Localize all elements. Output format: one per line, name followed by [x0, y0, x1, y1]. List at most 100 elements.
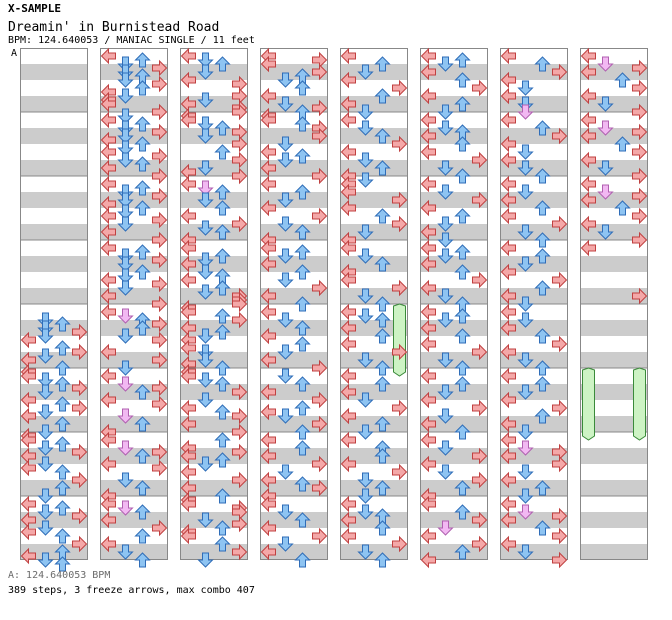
beat-stripe	[260, 384, 328, 400]
up-arrow	[294, 224, 311, 240]
down-arrow	[37, 348, 54, 364]
left-arrow	[100, 511, 116, 529]
down-arrow	[117, 268, 134, 284]
left-arrow	[340, 367, 356, 385]
down-arrow	[277, 344, 294, 360]
beat-stripe	[260, 448, 328, 464]
beat-stripe	[420, 384, 488, 400]
beat-stripe	[420, 96, 488, 112]
left-arrow	[180, 367, 196, 385]
up-arrow	[294, 376, 311, 392]
beat-stripe	[340, 480, 408, 496]
beat-stripe	[500, 128, 568, 144]
beat-stripe	[340, 192, 408, 208]
beat-stripe	[580, 96, 648, 112]
right-arrow	[72, 379, 88, 397]
right-arrow	[552, 127, 568, 145]
freeze-arrow	[582, 367, 595, 441]
left-arrow	[500, 87, 516, 105]
left-arrow	[20, 459, 36, 477]
beat-stripe	[180, 160, 248, 176]
left-arrow	[20, 331, 36, 349]
right-arrow	[152, 275, 168, 293]
beat-stripe	[580, 448, 648, 464]
column-border	[20, 48, 88, 560]
beat-stripe	[20, 288, 88, 304]
down-arrow	[437, 464, 454, 480]
beat-stripe	[20, 160, 88, 176]
down-arrow	[357, 172, 374, 188]
beat-stripe	[20, 352, 88, 368]
right-arrow	[312, 455, 328, 473]
left-arrow	[260, 287, 276, 305]
left-arrow	[20, 523, 36, 541]
left-arrow	[580, 215, 596, 233]
down-arrow	[517, 424, 534, 440]
up-arrow	[294, 116, 311, 132]
beat-stripe	[500, 320, 568, 336]
left-arrow	[500, 495, 516, 513]
left-arrow	[100, 175, 116, 193]
up-arrow	[294, 440, 311, 456]
beat-stripe	[180, 480, 248, 496]
left-arrow	[260, 403, 276, 421]
left-arrow	[180, 447, 196, 465]
down-arrow	[117, 72, 134, 88]
down-arrow	[197, 192, 214, 208]
up-arrow	[534, 232, 551, 248]
down-arrow	[197, 180, 214, 196]
beat-stripe	[20, 64, 88, 80]
beat-stripe	[340, 320, 408, 336]
beat-stripe	[500, 544, 568, 560]
beat-stripe	[580, 64, 648, 80]
up-arrow	[294, 552, 311, 568]
down-arrow	[357, 288, 374, 304]
down-arrow	[117, 256, 134, 272]
freeze-arrow	[393, 303, 406, 377]
freeze-arrow	[633, 367, 646, 441]
beat-stripe	[340, 544, 408, 560]
up-arrow	[294, 244, 311, 260]
down-arrow	[37, 456, 54, 472]
left-arrow	[500, 303, 516, 321]
beat-stripe	[260, 160, 328, 176]
down-arrow	[117, 108, 134, 124]
right-arrow	[72, 399, 88, 417]
up-arrow	[134, 200, 151, 216]
up-arrow	[214, 120, 231, 136]
beat-stripe	[100, 96, 168, 112]
left-arrow	[100, 143, 116, 161]
right-arrow	[312, 167, 328, 185]
left-arrow	[420, 239, 436, 257]
down-arrow	[517, 224, 534, 240]
down-arrow	[597, 224, 614, 240]
beat-stripe	[420, 512, 488, 528]
down-arrow	[517, 104, 534, 120]
right-arrow	[472, 151, 488, 169]
left-arrow	[580, 111, 596, 129]
beat-stripe	[580, 288, 648, 304]
right-arrow	[232, 295, 248, 313]
up-arrow	[534, 480, 551, 496]
up-arrow	[534, 376, 551, 392]
beat-stripe	[340, 512, 408, 528]
left-arrow	[340, 511, 356, 529]
down-arrow	[517, 544, 534, 560]
right-arrow	[632, 287, 648, 305]
left-arrow	[180, 527, 196, 545]
right-arrow	[632, 123, 648, 141]
left-arrow	[100, 271, 116, 289]
up-arrow	[374, 328, 391, 344]
up-arrow	[214, 452, 231, 468]
right-arrow	[152, 75, 168, 93]
up-arrow	[54, 480, 71, 496]
right-arrow	[232, 135, 248, 153]
right-arrow	[232, 443, 248, 461]
up-arrow	[294, 264, 311, 280]
down-arrow	[357, 224, 374, 240]
up-arrow	[214, 248, 231, 264]
up-arrow	[134, 448, 151, 464]
down-arrow	[117, 544, 134, 560]
left-arrow	[580, 191, 596, 209]
down-arrow	[517, 464, 534, 480]
